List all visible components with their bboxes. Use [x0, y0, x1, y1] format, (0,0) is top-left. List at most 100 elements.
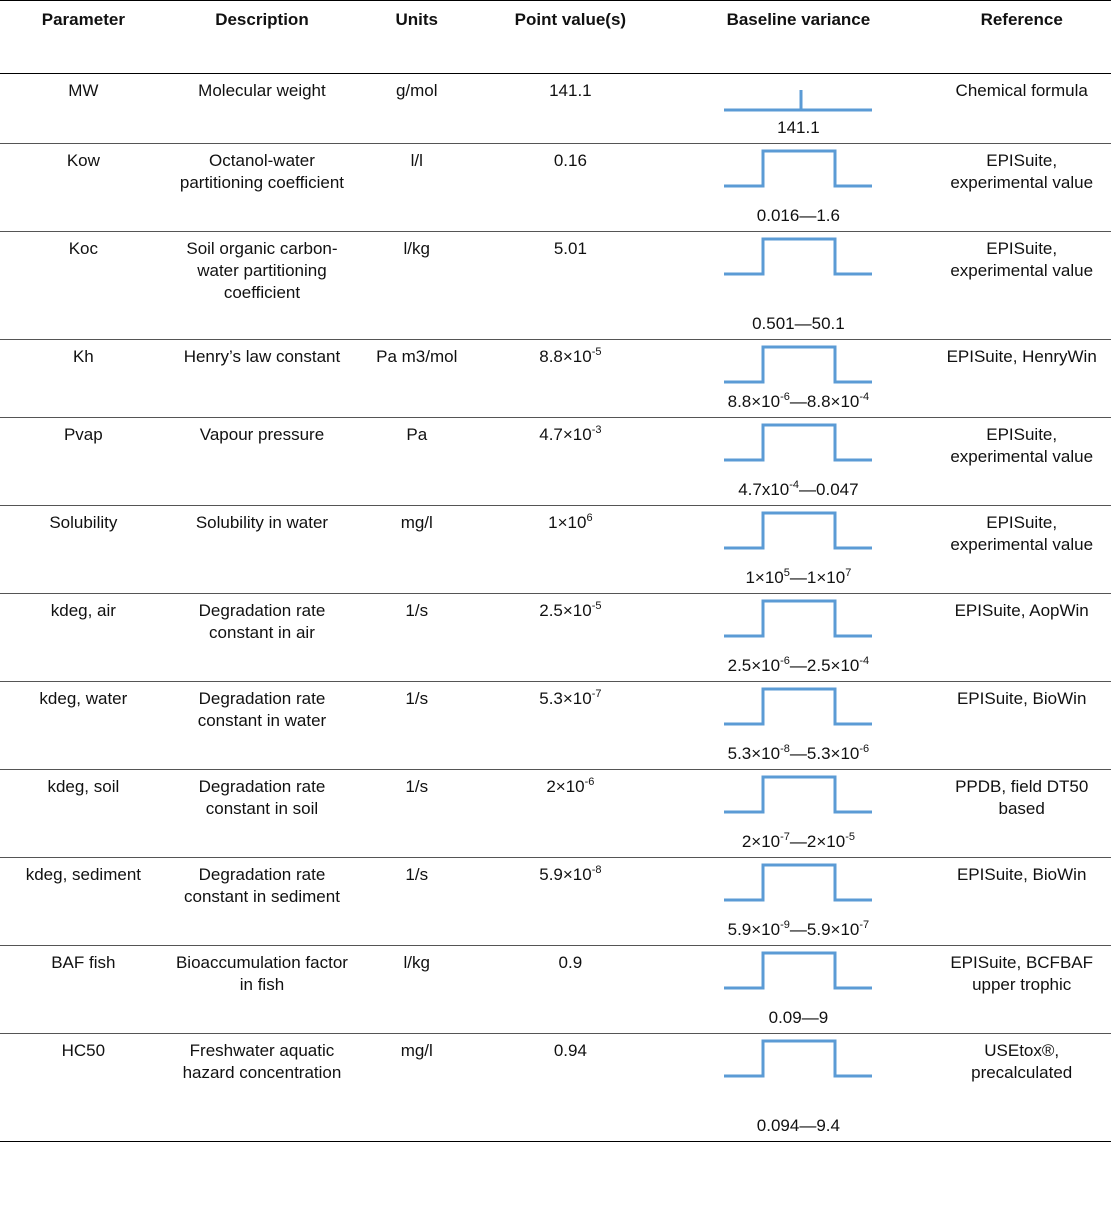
variance-range: 0.09—9: [768, 1008, 829, 1027]
cell-reference: EPISuite, HenryWin: [932, 339, 1111, 418]
cell-point-value: 0.16: [476, 143, 665, 232]
cell-description: Degradation rate constant in sediment: [166, 857, 358, 946]
uniform-distribution-icon: [724, 345, 873, 384]
cell-parameter: kdeg, air: [0, 593, 167, 682]
parameter-table: Parameter Description Units Point value(…: [0, 0, 1111, 1142]
cell-reference: Chemical formula: [932, 73, 1111, 144]
cell-description: Degradation rate constant in air: [166, 593, 358, 682]
cell-description: Solubility in water: [166, 505, 358, 594]
header-row: Parameter Description Units Point value(…: [0, 0, 1111, 74]
cell-reference: EPISuite, BCFBAF upper trophic: [932, 945, 1111, 1034]
table-body: MW Molecular weight g/mol 141.1 141.1 Chemica…: [0, 73, 1111, 1142]
cell-baseline-variance: 0.094—9.4: [664, 1033, 933, 1142]
cell-baseline-variance: 5.9×10-9—5.9×10-7: [664, 857, 933, 946]
cell-reference: EPISuite, experimental value: [932, 143, 1111, 232]
cell-description: Soil organic carbon-water partitioning c…: [166, 231, 358, 340]
cell-point-value: 2×10-6: [476, 769, 665, 858]
uniform-distribution-icon: [724, 1039, 873, 1078]
cell-baseline-variance: 4.7x10-4—0.047: [664, 417, 933, 506]
table-row: kdeg, sediment Degradation rate constant …: [0, 857, 1111, 946]
cell-reference: EPISuite, experimental value: [932, 505, 1111, 594]
cell-point-value: 141.1: [476, 73, 665, 144]
cell-units: Pa m3/mol: [357, 339, 477, 418]
cell-parameter: kdeg, sediment: [0, 857, 167, 946]
variance-range: 5.3×10-8—5.3×10-6: [727, 743, 870, 764]
cell-baseline-variance: 0.09—9: [664, 945, 933, 1034]
cell-units: l/kg: [357, 231, 477, 340]
cell-description: Degradation rate constant in soil: [166, 769, 358, 858]
cell-units: 1/s: [357, 769, 477, 858]
cell-parameter: Pvap: [0, 417, 167, 506]
variance-range: 0.501—50.1: [752, 314, 845, 333]
cell-reference: EPISuite, AopWin: [932, 593, 1111, 682]
header-reference: Reference: [932, 0, 1111, 74]
cell-units: 1/s: [357, 593, 477, 682]
cell-baseline-variance: 5.3×10-8—5.3×10-6: [664, 681, 933, 770]
cell-parameter: kdeg, water: [0, 681, 167, 770]
table-row: Solubility Solubility in water mg/l 1×106 1×…: [0, 505, 1111, 594]
cell-description: Octanol-water partitioning coefficient: [166, 143, 358, 232]
cell-description: Degradation rate constant in water: [166, 681, 358, 770]
cell-parameter: Kow: [0, 143, 167, 232]
cell-baseline-variance: 1×105—1×107: [664, 505, 933, 594]
cell-description: Henry’s law constant: [166, 339, 358, 418]
table-row: MW Molecular weight g/mol 141.1 141.1 Chemica…: [0, 73, 1111, 144]
cell-baseline-variance: 8.8×10-6—8.8×10-4: [664, 339, 933, 418]
cell-parameter: kdeg, soil: [0, 769, 167, 858]
cell-description: Freshwater aquatic hazard concentration: [166, 1033, 358, 1142]
variance-range: 0.016—1.6: [756, 206, 840, 225]
uniform-distribution-icon: [724, 599, 873, 638]
cell-baseline-variance: 0.016—1.6: [664, 143, 933, 232]
variance-range: 8.8×10-6—8.8×10-4: [727, 391, 870, 412]
table-row: Pvap Vapour pressure Pa 4.7×10-3 4.7x10-4—0.…: [0, 417, 1111, 506]
cell-parameter: MW: [0, 73, 167, 144]
header-description: Description: [166, 0, 358, 74]
cell-units: Pa: [357, 417, 477, 506]
variance-range: 1×105—1×107: [745, 567, 852, 588]
uniform-distribution-icon: [724, 863, 873, 902]
uniform-distribution-icon: [724, 423, 873, 462]
variance-range: 0.094—9.4: [756, 1116, 840, 1135]
cell-units: l/kg: [357, 945, 477, 1034]
table-row: BAF fish Bioaccumulation factor in fish l/…: [0, 945, 1111, 1034]
variance-range: 5.9×10-9—5.9×10-7: [727, 919, 870, 940]
point-distribution-icon: [724, 90, 873, 112]
cell-parameter: HC50: [0, 1033, 167, 1142]
variance-range: 4.7x10-4—0.047: [738, 479, 859, 500]
table-row: kdeg, water Degradation rate constant in …: [0, 681, 1111, 770]
cell-baseline-variance: 0.501—50.1: [664, 231, 933, 340]
cell-baseline-variance: 2.5×10-6—2.5×10-4: [664, 593, 933, 682]
cell-units: l/l: [357, 143, 477, 232]
header-point-values: Point value(s): [476, 0, 665, 74]
cell-units: 1/s: [357, 857, 477, 946]
header-parameter: Parameter: [0, 0, 167, 74]
cell-description: Vapour pressure: [166, 417, 358, 506]
header-units: Units: [357, 0, 477, 74]
cell-parameter: Koc: [0, 231, 167, 340]
cell-units: mg/l: [357, 1033, 477, 1142]
table-row: HC50 Freshwater aquatic hazard concentrat…: [0, 1033, 1111, 1142]
cell-baseline-variance: 141.1: [664, 73, 933, 144]
cell-description: Molecular weight: [166, 73, 358, 144]
cell-reference: EPISuite, experimental value: [932, 231, 1111, 340]
table-row: Kh Henry’s law constant Pa m3/mol 8.8×10-5 8…: [0, 339, 1111, 418]
uniform-distribution-icon: [724, 511, 873, 550]
uniform-distribution-icon: [724, 149, 873, 188]
variance-range: 2×10-7—2×10-5: [741, 831, 855, 852]
cell-baseline-variance: 2×10-7—2×10-5: [664, 769, 933, 858]
uniform-distribution-icon: [724, 687, 873, 726]
table-row: kdeg, soil Degradation rate constant in s…: [0, 769, 1111, 858]
cell-units: mg/l: [357, 505, 477, 594]
cell-units: g/mol: [357, 73, 477, 144]
cell-parameter: BAF fish: [0, 945, 167, 1034]
variance-range: 2.5×10-6—2.5×10-4: [727, 655, 870, 676]
cell-reference: EPISuite, BioWin: [932, 681, 1111, 770]
cell-reference: EPISuite, BioWin: [932, 857, 1111, 946]
cell-point-value: 0.94: [476, 1033, 665, 1142]
header-baseline-variance: Baseline variance: [664, 0, 933, 74]
cell-point-value: 5.9×10-8: [476, 857, 665, 946]
cell-point-value: 8.8×10-5: [476, 339, 665, 418]
cell-point-value: 1×106: [476, 505, 665, 594]
table-row: kdeg, air Degradation rate constant in ai…: [0, 593, 1111, 682]
cell-reference: EPISuite, experimental value: [932, 417, 1111, 506]
